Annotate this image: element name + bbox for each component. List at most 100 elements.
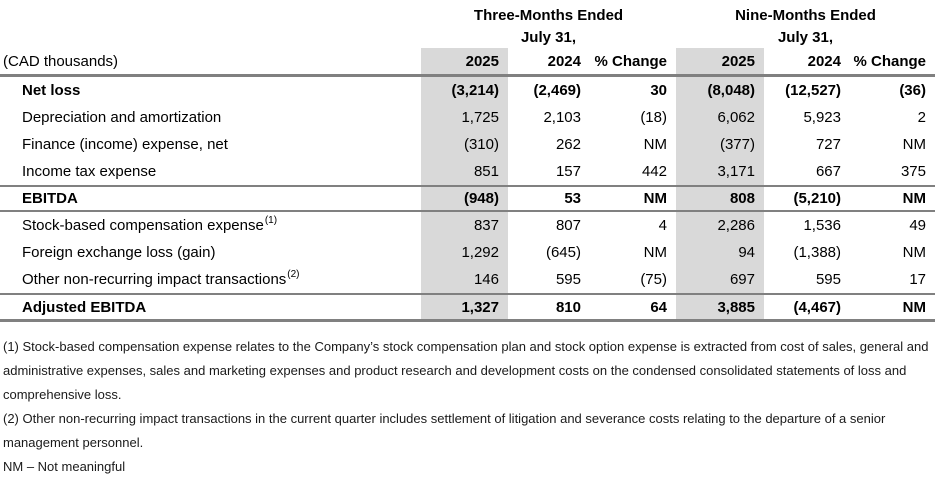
row-label: Stock-based compensation expense (1) — [0, 212, 421, 239]
value-cell-pct-change-9m: 17 — [909, 271, 926, 288]
value-cell-pct-change-9m: 49 — [909, 217, 926, 234]
value-cell-2024-3m: 807 — [555, 217, 581, 234]
row-label: Net loss — [0, 77, 421, 104]
value-cell-2025-9m: (8,048) — [676, 77, 764, 104]
value-cell-pct-change-3m: NM — [643, 136, 667, 153]
table-row: Depreciation and amortization 1,725 2,10… — [0, 104, 935, 131]
row-label-sup: (2) — [287, 269, 300, 280]
value-cell-2025-9m: 6,062 — [676, 104, 764, 131]
table-body: Net loss (3,214) (2,469) 30 (8,048) (12,… — [0, 77, 935, 322]
value-cell-2025-9m: 2,286 — [676, 212, 764, 239]
value-cell-2024-9m: (1,388) — [793, 244, 841, 261]
row-label-text: Foreign exchange loss (gain) — [22, 244, 216, 261]
value-cell-2025-9m: 94 — [676, 239, 764, 266]
value-cell-2025-3m: 851 — [421, 158, 508, 185]
value-cell-2025-3m: (3,214) — [421, 77, 508, 104]
value-cell-2025-3m: (310) — [421, 131, 508, 158]
units-label: (CAD thousands) — [3, 52, 119, 70]
header-group-title-row: Three-Months Ended Nine-Months Ended — [0, 4, 935, 26]
col-header-pct-change-9m: % Change — [853, 52, 926, 70]
header-spacer — [0, 4, 421, 26]
value-cell-2024-9m: (5,210) — [793, 190, 841, 207]
value-cell-2024-9m: 727 — [815, 136, 841, 153]
row-label-text: Finance (income) expense, net — [22, 136, 228, 153]
value-cell-2025-3m: 1,725 — [421, 104, 508, 131]
row-label: Adjusted EBITDA — [0, 295, 421, 319]
row-label: Depreciation and amortization — [0, 104, 421, 131]
table-row: EBITDA (948) 53 NM 808 (5,210) NM — [0, 185, 935, 212]
table-row: Foreign exchange loss (gain) 1,292 (645)… — [0, 239, 935, 266]
row-label-text: EBITDA — [22, 190, 78, 207]
col-header-2025-9m: 2025 — [676, 48, 764, 74]
row-label-text: Other non-recurring impact transactions — [22, 271, 287, 288]
footnote-1: (1) Stock-based compensation expense rel… — [3, 339, 929, 402]
row-label: EBITDA — [0, 187, 421, 210]
row-label: Income tax expense — [0, 158, 421, 185]
table-row: Adjusted EBITDA 1,327 810 64 3,885 (4,46… — [0, 293, 935, 322]
col-header-2025-3m: 2025 — [421, 48, 508, 74]
value-cell-2025-3m: 1,327 — [421, 295, 508, 319]
value-cell-pct-change-9m: NM — [902, 136, 926, 153]
row-label-sup: (1) — [264, 215, 278, 226]
value-cell-2024-9m: 1,536 — [803, 217, 841, 234]
value-cell-pct-change-3m: 4 — [658, 217, 667, 234]
value-cell-pct-change-9m: 2 — [917, 109, 926, 126]
row-label: Other non-recurring impact transactions(… — [0, 266, 421, 293]
header-spacer — [0, 26, 421, 48]
table-row: Net loss (3,214) (2,469) 30 (8,048) (12,… — [0, 77, 935, 104]
value-cell-2024-3m: 53 — [564, 190, 581, 207]
value-cell-pct-change-9m: 375 — [900, 163, 926, 180]
value-cell-pct-change-3m: 442 — [641, 163, 667, 180]
value-cell-pct-change-9m: (36) — [899, 82, 926, 99]
value-cell-pct-change-3m: 64 — [650, 298, 667, 316]
value-cell-2024-9m: 667 — [815, 163, 841, 180]
table-row: Stock-based compensation expense (1) 837 … — [0, 212, 935, 239]
ebitda-table: Three-Months Ended Nine-Months Ended Jul… — [0, 4, 935, 322]
col-header-2024-9m: 2024 — [807, 52, 841, 70]
value-cell-2024-9m: 5,923 — [803, 109, 841, 126]
value-cell-2024-9m: (12,527) — [785, 82, 841, 99]
value-cell-2024-3m: 2,103 — [543, 109, 581, 126]
col-group-title-nine-months: Nine-Months Ended — [735, 6, 876, 24]
value-cell-2025-9m: 3,885 — [676, 295, 764, 319]
value-cell-pct-change-3m: (75) — [640, 271, 667, 288]
value-cell-2024-9m: 595 — [815, 271, 841, 288]
value-cell-pct-change-3m: NM — [643, 190, 667, 207]
value-cell-2025-3m: (948) — [421, 187, 508, 210]
footnote-nm-definition: NM – Not meaningful — [3, 459, 126, 474]
col-group-title-three-months: Three-Months Ended — [473, 6, 624, 24]
value-cell-2025-3m: 837 — [421, 212, 508, 239]
table-row: Income tax expense 851 157 442 3,171 667… — [0, 158, 935, 185]
footnote-2: (2) Other non-recurring impact transacti… — [3, 411, 886, 450]
value-cell-2024-3m: 595 — [555, 271, 581, 288]
value-cell-2024-3m: 262 — [555, 136, 581, 153]
table-row: Other non-recurring impact transactions(… — [0, 266, 935, 293]
col-group-subtitle-nine-months: July 31, — [777, 28, 834, 46]
col-header-2024-3m: 2024 — [547, 52, 581, 70]
value-cell-pct-change-3m: 30 — [650, 82, 667, 99]
row-label-text: Income tax expense — [22, 163, 157, 180]
value-cell-2024-9m: (4,467) — [793, 298, 841, 316]
column-header-row: (CAD thousands) 2025 2024 % Change 2025 … — [0, 48, 935, 77]
value-cell-pct-change-9m: NM — [902, 190, 926, 207]
value-cell-2024-3m: (2,469) — [533, 82, 581, 99]
row-label-text: Adjusted EBITDA — [22, 298, 147, 316]
value-cell-2025-9m: 808 — [676, 187, 764, 210]
header-group-subtitle-row: July 31, July 31, — [0, 26, 935, 48]
value-cell-2025-3m: 146 — [421, 266, 508, 293]
value-cell-2024-3m: 810 — [555, 298, 581, 316]
value-cell-2025-9m: (377) — [676, 131, 764, 158]
col-header-pct-change-3m: % Change — [594, 52, 667, 70]
value-cell-pct-change-9m: NM — [902, 244, 926, 261]
value-cell-pct-change-3m: NM — [643, 244, 667, 261]
value-cell-2025-9m: 3,171 — [676, 158, 764, 185]
row-label: Finance (income) expense, net — [0, 131, 421, 158]
value-cell-pct-change-9m: NM — [902, 298, 926, 316]
row-label-text: Net loss — [22, 82, 81, 99]
table-row: Finance (income) expense, net (310) 262 … — [0, 131, 935, 158]
value-cell-2025-9m: 697 — [676, 266, 764, 293]
row-label: Foreign exchange loss (gain) — [0, 239, 421, 266]
col-group-subtitle-three-months: July 31, — [520, 28, 577, 46]
value-cell-2024-3m: (645) — [545, 244, 581, 261]
